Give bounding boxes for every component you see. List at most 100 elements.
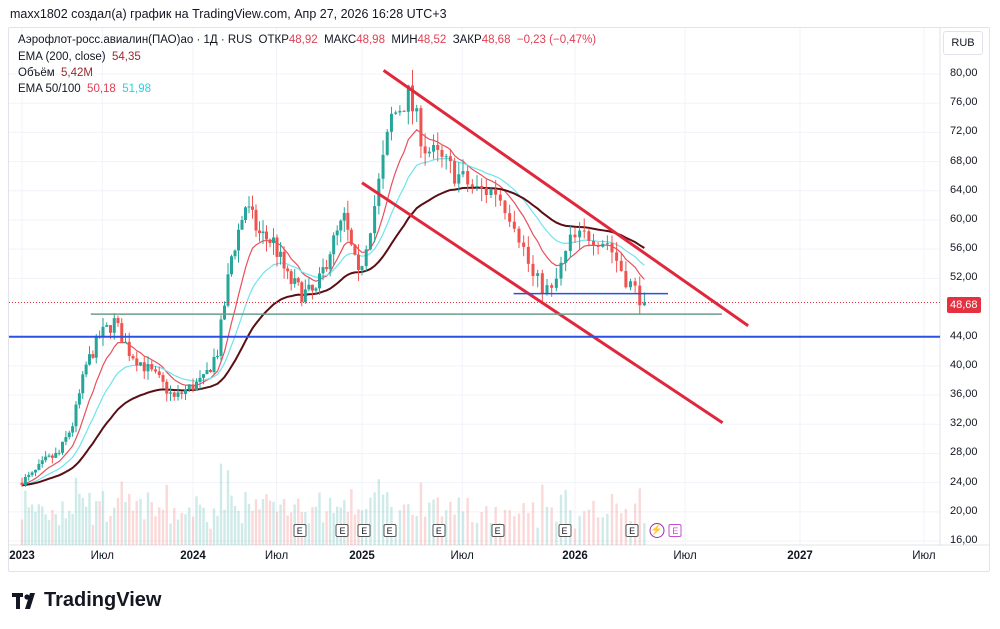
candle-body [109, 325, 112, 333]
volume-bar [587, 509, 591, 545]
candle-body [444, 156, 448, 158]
volume-bar [223, 509, 226, 545]
price-tick: 24,00 [950, 475, 978, 488]
candle-body [436, 144, 440, 150]
volume-bar [386, 492, 389, 545]
symbol-name[interactable]: Аэрофлот-росс.авиалин(ПАО)ао · 1Д · RUS [18, 34, 253, 46]
ema50100-legend[interactable]: EMA 50/100 50,18 51,98 [18, 83, 151, 95]
volume-bar [150, 501, 153, 545]
candle-body [545, 285, 549, 293]
candle-body [423, 146, 427, 154]
candle-body [77, 393, 81, 405]
candle-body [91, 354, 95, 358]
volume-legend[interactable]: Объём 5,42M [18, 67, 93, 79]
candle-body [461, 171, 465, 175]
candle-body [265, 231, 268, 240]
candle-body [601, 243, 605, 247]
ema200-line [21, 186, 645, 487]
earnings-event-marker[interactable]: E [668, 524, 682, 537]
candle-body [40, 460, 44, 465]
candle-body [54, 452, 58, 458]
volume-bar [135, 500, 138, 545]
volume-bar [261, 499, 265, 545]
ema200-value: 54,35 [111, 51, 141, 63]
volume-bar [120, 481, 123, 545]
earnings-event-marker[interactable]: E [293, 524, 307, 537]
earnings-event-marker[interactable]: E [357, 524, 371, 537]
volume-bar [109, 515, 112, 545]
candle-body [398, 110, 402, 113]
tradingview-logo-icon [12, 592, 35, 609]
candle-body [596, 245, 600, 247]
volume-bar [51, 509, 54, 545]
price-tick: 40,00 [950, 358, 978, 371]
dividend-event-icon[interactable]: ⚡ [649, 523, 664, 538]
volume-bar [513, 516, 516, 545]
earnings-event-marker[interactable]: E [625, 524, 639, 537]
candle-body [364, 249, 368, 267]
candle-body [642, 302, 646, 306]
volume-bar [105, 521, 108, 545]
earnings-event-marker[interactable]: E [383, 524, 397, 537]
candle-body [503, 200, 507, 214]
volume-bar [88, 492, 91, 545]
candle-body [406, 85, 410, 112]
price-tick: 16,00 [950, 534, 978, 546]
earnings-event-marker[interactable]: E [491, 524, 505, 537]
earnings-event-marker[interactable]: E [335, 524, 349, 537]
candle-body [23, 476, 27, 486]
candle-body [105, 325, 109, 327]
price-tick: 80,00 [950, 67, 978, 79]
volume-bar [321, 522, 325, 545]
earnings-event-marker[interactable]: E [558, 524, 572, 537]
candle-body [453, 161, 457, 184]
volume-bar [78, 493, 81, 545]
candle-body [303, 289, 307, 303]
volume-bar [432, 499, 435, 545]
volume-bar [212, 508, 216, 545]
candle-body [638, 285, 642, 306]
candle-body [84, 364, 88, 375]
candle-body [356, 254, 360, 270]
channel-trendline [361, 181, 724, 425]
volume-bar [517, 513, 521, 545]
earnings-event-marker[interactable]: E [432, 524, 446, 537]
ema200-legend[interactable]: EMA (200, close) 54,35 [18, 51, 141, 63]
tradingview-logo[interactable]: TradingView [12, 589, 161, 612]
volume-bar [350, 489, 353, 545]
volume-bar [638, 488, 641, 545]
candle-body [633, 281, 637, 286]
volume-bar [377, 479, 381, 545]
time-tick: Июл [450, 550, 474, 562]
candle-body [254, 209, 258, 231]
candle-body [212, 357, 216, 373]
price-tick: 68,00 [950, 154, 978, 167]
open-label: ОТКР [258, 34, 289, 46]
volume-bar [398, 510, 402, 545]
volume-bar [471, 522, 474, 545]
time-tick: 2027 [787, 550, 813, 562]
candle-body [226, 274, 230, 306]
volume-bar [578, 516, 581, 545]
volume-bar [258, 509, 261, 545]
volume-bar [289, 512, 293, 545]
volume-bar [202, 507, 205, 545]
volume-bar [583, 511, 586, 545]
candle-body [332, 235, 336, 255]
volume-bar [184, 514, 187, 545]
candle-body [559, 262, 563, 279]
currency-button[interactable]: RUB [943, 31, 983, 55]
candle-body [536, 273, 540, 276]
time-tick: 2024 [180, 550, 206, 562]
channel-trendline [382, 69, 750, 327]
candle-body [191, 384, 195, 390]
volume-bar [71, 513, 74, 545]
candle-body [34, 469, 37, 473]
volume-bar [311, 507, 314, 545]
candle-body [233, 250, 237, 257]
candle-body [268, 239, 272, 243]
candle-body [494, 189, 498, 195]
candle-body [470, 184, 474, 187]
volume-bar [453, 514, 456, 545]
